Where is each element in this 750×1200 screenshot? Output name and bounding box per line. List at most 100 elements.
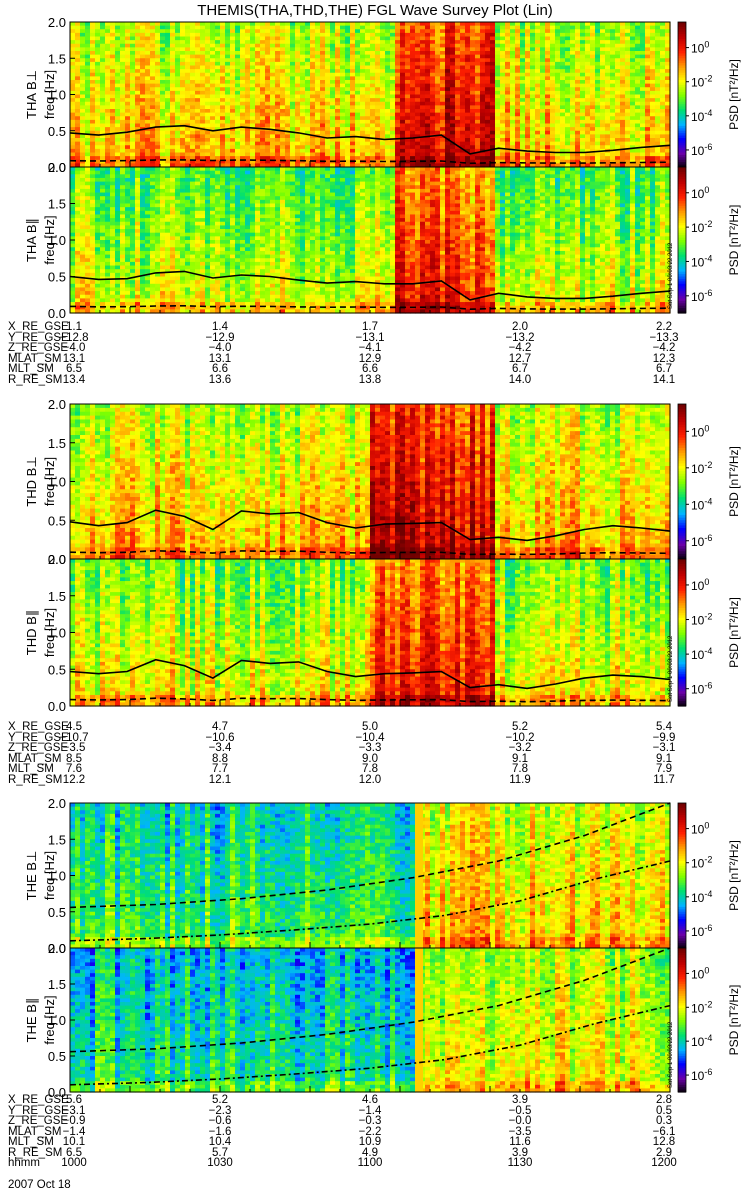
spectrogram-cell (85, 116, 91, 121)
spectrogram-cell (235, 25, 241, 30)
spectrogram-cell (525, 72, 531, 77)
spectrogram-cell (615, 134, 621, 139)
spectrogram-cell (285, 80, 291, 85)
spectrogram-cell (270, 156, 276, 161)
spectrogram-cell (615, 152, 621, 157)
spectrogram-cell (575, 25, 581, 30)
spectrogram-cell (365, 87, 371, 92)
spectrogram-cell (650, 87, 656, 92)
spectrogram-cell (160, 105, 166, 110)
spectrogram-cell (110, 69, 116, 74)
spectrogram-cell (225, 47, 231, 52)
colorbar-cell (678, 123, 686, 127)
spectrogram-cell (95, 101, 101, 106)
spectrogram-cell (75, 47, 81, 52)
spectrogram-cell (485, 47, 491, 52)
spectrogram-cell (600, 90, 606, 96)
spectrogram-cell (655, 112, 661, 117)
spectrogram-cell (430, 130, 436, 135)
spectrogram-cell (665, 43, 671, 48)
spectrogram-cell (320, 43, 326, 48)
spectrogram-cell (165, 159, 171, 164)
spectrogram-cell (345, 148, 351, 154)
spectrogram-cell (165, 112, 171, 117)
spectrogram-cell (380, 163, 386, 168)
spectrogram-cell (115, 87, 121, 92)
spectrogram-cell (590, 138, 596, 143)
spectrogram-cell (400, 76, 406, 81)
spectrogram-cell (295, 40, 301, 45)
spectrogram-cell (395, 127, 401, 132)
spectrogram-cell (285, 40, 291, 45)
spectrogram-cell (70, 40, 76, 45)
spectrogram-cell (380, 80, 386, 85)
spectrogram-cell (385, 69, 391, 74)
spectrogram-cell (485, 54, 491, 59)
spectrogram-cell (315, 116, 321, 121)
spectrogram-cell (665, 101, 671, 106)
spectrogram-cell (265, 145, 271, 150)
spectrogram-cell (400, 29, 406, 34)
spectrogram-cell (150, 72, 156, 77)
spectrogram-cell (655, 29, 661, 34)
spectrogram-cell (330, 148, 336, 154)
spectrogram-cell (595, 138, 601, 143)
spectrogram-cell (365, 47, 371, 52)
spectrogram-cell (270, 116, 276, 121)
spectrogram-cell (470, 40, 476, 45)
spectrogram-cell (170, 98, 176, 103)
spectrogram-cell (310, 159, 316, 164)
spectrogram-cell (265, 130, 271, 135)
spectrogram-cell (280, 54, 286, 59)
spectrogram-cell (500, 94, 506, 99)
spectrogram-cell (560, 101, 566, 106)
spectrogram-cell (535, 80, 541, 85)
spectrogram-cell (650, 72, 656, 77)
spectrogram-cell (555, 69, 561, 74)
spectrogram-cell (320, 72, 326, 77)
spectrogram-cell (185, 54, 191, 59)
spectrogram-cell (570, 43, 576, 48)
spectrogram-cell (515, 138, 521, 143)
spectrogram-cell (225, 101, 231, 106)
spectrogram-cell (290, 54, 296, 59)
spectrogram-cell (495, 141, 501, 146)
spectrogram-cell (520, 152, 526, 157)
spectrogram-cell (430, 145, 436, 150)
spectrogram-cell (110, 43, 116, 48)
spectrogram-cell (625, 101, 631, 106)
spectrogram-cell (530, 119, 536, 125)
spectrogram-cell (375, 145, 381, 150)
spectrogram-cell (520, 65, 526, 70)
spectrogram-cell (505, 156, 511, 161)
spectrogram-cell (80, 72, 86, 77)
spectrogram-cell (165, 138, 171, 143)
spectrogram-cell (365, 130, 371, 135)
spectrogram-cell (600, 32, 606, 38)
spectrogram-cell (580, 101, 586, 106)
spectrogram-cell (205, 32, 211, 38)
spectrogram-cell (555, 130, 561, 135)
spectrogram-cell (500, 127, 506, 132)
spectrogram-cell (555, 152, 561, 157)
spectrogram-cell (555, 83, 561, 88)
spectrogram-cell (595, 156, 601, 161)
spectrogram-cell (665, 98, 671, 103)
spectrogram-cell (540, 159, 546, 164)
spectrogram-cell (420, 94, 426, 99)
spectrogram-cell (420, 29, 426, 34)
spectrogram-cell (355, 80, 361, 85)
spectrogram-cell (625, 61, 631, 67)
spectrogram-cell (425, 80, 431, 85)
spectrogram-cell (535, 72, 541, 77)
spectrogram-cell (305, 29, 311, 34)
colorbar-cell (678, 113, 686, 117)
spectrogram-cell (155, 116, 161, 121)
spectrogram-cell (220, 25, 226, 30)
spectrogram-cell (240, 138, 246, 143)
spectrogram-cell (630, 25, 636, 30)
spectrogram-cell (200, 47, 206, 52)
spectrogram-cell (230, 141, 236, 146)
spectrogram-cell (600, 80, 606, 85)
spectrogram-cell (560, 105, 566, 110)
